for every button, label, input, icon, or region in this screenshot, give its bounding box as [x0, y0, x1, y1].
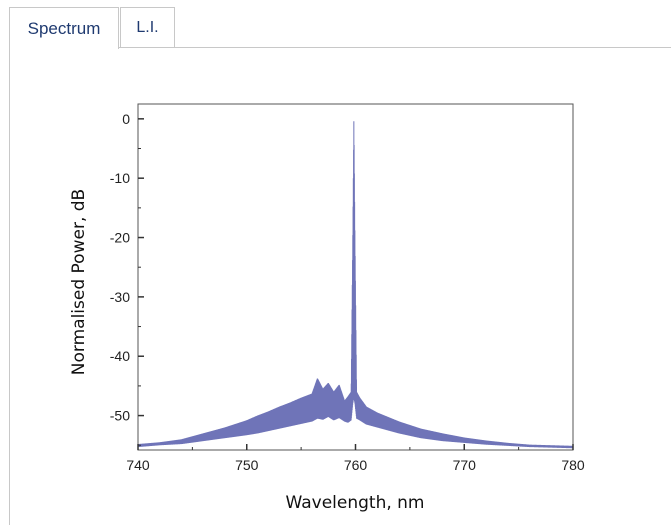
tab-panel	[9, 47, 671, 525]
tab-bar: Spectrum L.I.	[0, 0, 671, 49]
spectrum-series-line	[137, 121, 574, 449]
x-tick-label: 740	[126, 457, 150, 473]
y-axis-title: Normalised Power, dB	[69, 189, 89, 375]
tab-spectrum[interactable]: Spectrum	[9, 7, 119, 49]
x-axis: 740 750 760 770 780	[126, 444, 585, 473]
y-tick-label: -40	[110, 348, 130, 364]
x-tick-label: 760	[344, 457, 368, 473]
x-tick-label: 780	[561, 457, 585, 473]
x-tick-label: 750	[235, 457, 259, 473]
y-tick-label: -30	[110, 289, 130, 305]
y-tick-label: -10	[110, 170, 130, 186]
x-axis-title: Wavelength, nm	[286, 493, 425, 513]
chart-marks	[137, 121, 574, 449]
y-tick-label: -20	[110, 230, 130, 246]
y-tick-label: -50	[110, 408, 130, 424]
x-tick-label: 770	[453, 457, 477, 473]
y-axis: 0 -10 -20 -30 -40 -50	[110, 111, 144, 446]
tab-li[interactable]: L.I.	[120, 7, 175, 47]
y-tick-label: 0	[122, 111, 130, 127]
